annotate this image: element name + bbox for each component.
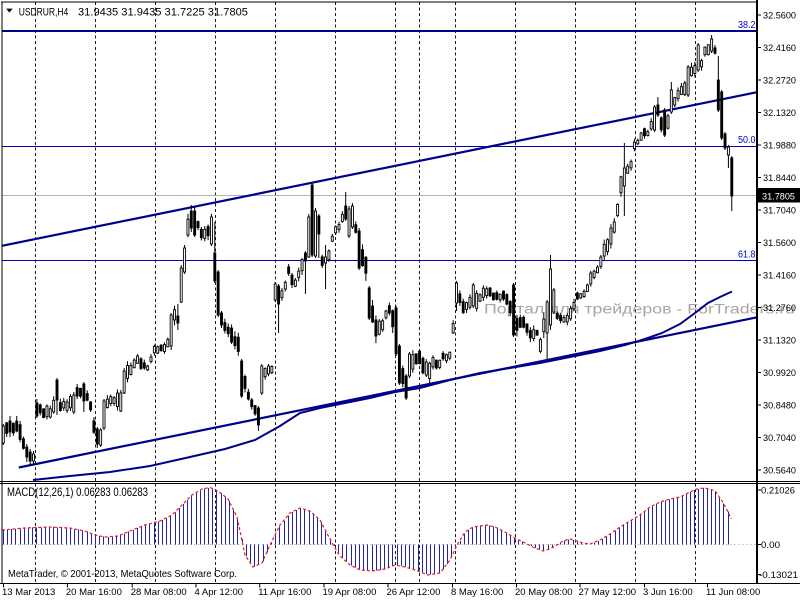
svg-text:20 May 08:00: 20 May 08:00: [515, 587, 573, 598]
svg-text:32.4160: 32.4160: [763, 43, 796, 54]
svg-text:61.8: 61.8: [738, 250, 756, 261]
svg-text:31.7040: 31.7040: [763, 205, 796, 216]
svg-text:0.21026: 0.21026: [761, 486, 795, 497]
svg-text:31.1320: 31.1320: [763, 335, 796, 346]
svg-text:30.8480: 30.8480: [763, 400, 796, 411]
svg-text:0.00: 0.00: [761, 540, 780, 551]
svg-text:31.2760: 31.2760: [763, 303, 796, 314]
svg-text:13 Mar 2013: 13 Mar 2013: [2, 587, 55, 598]
svg-text:31.7805: 31.7805: [762, 191, 795, 202]
svg-text:19 Apr 08:00: 19 Apr 08:00: [323, 587, 377, 598]
svg-text:26 Apr 12:00: 26 Apr 12:00: [387, 587, 441, 598]
svg-text:38.2: 38.2: [738, 20, 756, 31]
svg-text:MetaTrader, © 2001-2013, MetaQ: MetaTrader, © 2001-2013, MetaQuotes Soft…: [8, 568, 237, 580]
svg-text:31.9880: 31.9880: [763, 140, 796, 151]
svg-text:31.5600: 31.5600: [763, 238, 796, 249]
svg-text:32.1320: 32.1320: [763, 108, 796, 119]
svg-text:11 Apr 16:00: 11 Apr 16:00: [258, 587, 311, 598]
svg-text:-0.13021: -0.13021: [759, 570, 798, 581]
svg-text:30.7040: 30.7040: [763, 433, 796, 444]
svg-text:50.0: 50.0: [738, 135, 756, 146]
svg-text:30.5640: 30.5640: [763, 465, 796, 476]
svg-text:USDRUR,H4: USDRUR,H4: [19, 6, 69, 18]
svg-text:8 May 16:00: 8 May 16:00: [451, 587, 503, 598]
svg-text:4 Apr 12:00: 4 Apr 12:00: [195, 587, 244, 598]
svg-text:MACD(12,26,1) 0.06283 0.06283: MACD(12,26,1) 0.06283 0.06283: [7, 485, 148, 499]
svg-text:20 Mar 16:00: 20 Mar 16:00: [66, 587, 122, 598]
svg-text:Портал для трейдеров - ForTrad: Портал для трейдеров - ForTraders.ru: [484, 302, 795, 317]
svg-text:31.9435 31.9435 31.7225 31.780: 31.9435 31.9435 31.7225 31.7805: [78, 6, 248, 18]
svg-text:31.4160: 31.4160: [763, 270, 796, 281]
svg-text:31.8440: 31.8440: [763, 173, 796, 184]
svg-text:27 May 12:00: 27 May 12:00: [579, 587, 637, 598]
svg-text:32.2720: 32.2720: [763, 75, 796, 86]
svg-text:30.9920: 30.9920: [763, 368, 796, 379]
svg-text:11 Jun 08:00: 11 Jun 08:00: [706, 587, 760, 598]
svg-text:28 Mar 08:00: 28 Mar 08:00: [131, 587, 187, 598]
svg-text:3 Jun 16:00: 3 Jun 16:00: [643, 587, 693, 598]
svg-text:32.5600: 32.5600: [763, 10, 796, 21]
